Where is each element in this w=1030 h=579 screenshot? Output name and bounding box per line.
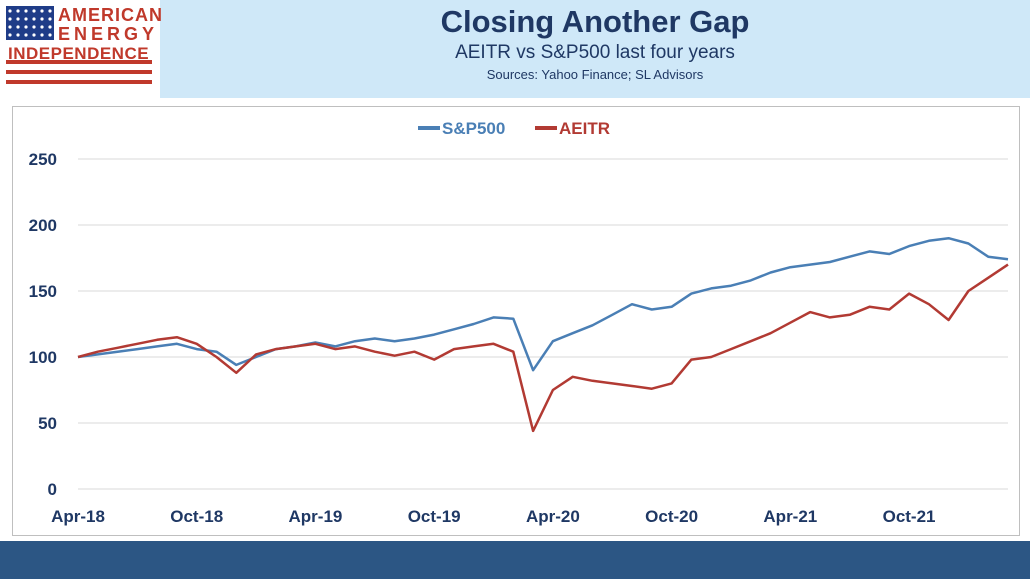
x-tick-label: Oct-18 [170, 507, 223, 526]
x-tick-label: Apr-20 [526, 507, 580, 526]
flag-star [16, 17, 20, 21]
flag-star [40, 33, 44, 37]
flag-star [48, 25, 52, 29]
y-tick-label: 0 [48, 480, 57, 499]
y-tick-label: 150 [29, 282, 57, 301]
x-tick-label: Apr-19 [289, 507, 343, 526]
flag-star [32, 9, 36, 13]
flag-icon [6, 6, 152, 84]
x-tick-label: Oct-19 [408, 507, 461, 526]
series-line-aeitr [77, 263, 1009, 433]
flag-stars [8, 9, 52, 37]
flag-star [48, 33, 52, 37]
x-tick-label: Oct-21 [883, 507, 936, 526]
y-tick-label: 100 [29, 348, 57, 367]
flag-star [24, 9, 28, 13]
flag-star [48, 17, 52, 21]
flag-star [8, 33, 12, 37]
flag-stripe [6, 70, 152, 74]
flag-star [32, 25, 36, 29]
x-tick-label: Apr-21 [763, 507, 817, 526]
flag-star [40, 25, 44, 29]
logo: AMERICAN ENERGY INDEPENDENCE [0, 0, 163, 98]
flag-star [24, 25, 28, 29]
chart-frame [12, 106, 1020, 536]
footer-bar [0, 541, 1030, 579]
y-tick-label: 200 [29, 216, 57, 235]
flag-star [32, 17, 36, 21]
flag-star [48, 9, 52, 13]
header-banner [0, 0, 1030, 98]
logo-text-independence: INDEPENDENCE [8, 44, 150, 63]
flag-star [40, 17, 44, 21]
flag-canton [6, 6, 54, 40]
y-tick-label: 50 [38, 414, 57, 433]
logo-text-american: AMERICAN [58, 5, 163, 25]
flag-star [32, 33, 36, 37]
sources-note: Sources: Yahoo Finance; SL Advisors [486, 67, 704, 82]
flag-star [40, 9, 44, 13]
legend-label: S&P500 [442, 119, 505, 138]
flag-stripe [6, 80, 152, 84]
flag-star [8, 17, 12, 21]
page-subtitle: AEITR vs S&P500 last four years [455, 42, 735, 63]
flag-star [24, 33, 28, 37]
flag-star [16, 33, 20, 37]
flag-star [16, 25, 20, 29]
flag-stripe [6, 60, 152, 64]
legend-label: AEITR [559, 119, 610, 138]
flag-star [16, 9, 20, 13]
flag-star [8, 9, 12, 13]
flag-star [8, 25, 12, 29]
page-title: Closing Another Gap [440, 4, 750, 39]
series-line-sp500 [77, 236, 1009, 372]
flag-star [24, 17, 28, 21]
x-tick-label: Apr-18 [51, 507, 105, 526]
logo-text-energy: ENERGY [58, 24, 159, 44]
x-tick-label: Oct-20 [645, 507, 698, 526]
y-tick-label: 250 [29, 150, 57, 169]
